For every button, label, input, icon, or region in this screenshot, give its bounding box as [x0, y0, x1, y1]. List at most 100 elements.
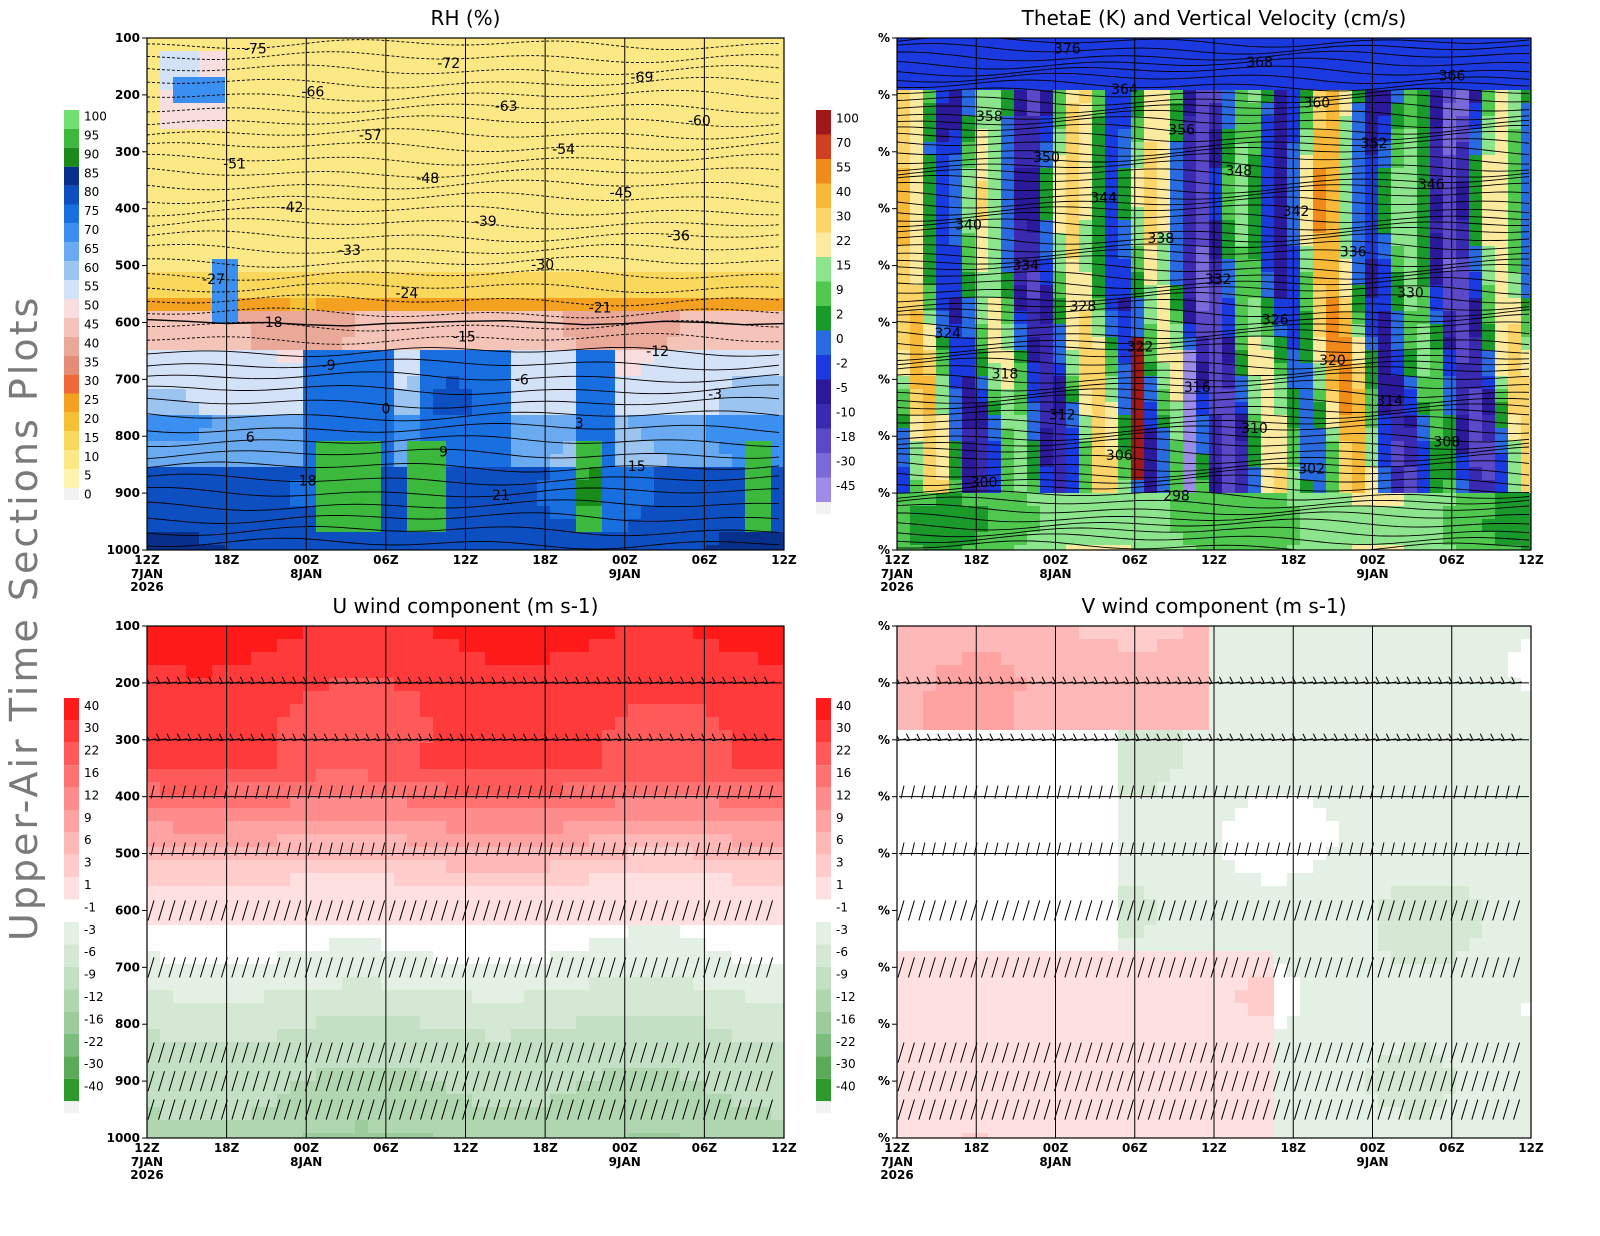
heatmap-cell	[238, 652, 252, 666]
heatmap-cell	[1339, 233, 1353, 247]
heatmap-cell	[1469, 181, 1483, 195]
heatmap-cell	[1313, 116, 1327, 130]
heatmap-cell	[563, 168, 577, 182]
heatmap-cell	[962, 428, 976, 442]
heatmap-cell	[654, 129, 668, 143]
heatmap-cell	[368, 743, 382, 757]
heatmap-cell	[1521, 415, 1531, 429]
heatmap-cell	[1235, 376, 1249, 390]
heatmap-cell	[1209, 64, 1223, 78]
heatmap-cell	[329, 717, 343, 731]
heatmap-cell	[524, 363, 538, 377]
heatmap-cell	[186, 337, 200, 351]
heatmap-cell	[1001, 480, 1015, 494]
heatmap-cell	[1105, 532, 1119, 546]
heatmap-cell	[771, 704, 784, 718]
heatmap-cell	[290, 691, 304, 705]
heatmap-cell	[563, 116, 577, 130]
heatmap-cell	[758, 259, 772, 273]
heatmap-cell	[1508, 129, 1522, 143]
heatmap-cell	[277, 233, 291, 247]
heatmap-cell	[1495, 337, 1509, 351]
heatmap-cell	[290, 51, 304, 65]
heatmap-cell	[1144, 363, 1158, 377]
heatmap-cell	[1027, 298, 1041, 312]
heatmap-cell	[1521, 181, 1531, 195]
heatmap-cell	[511, 402, 525, 416]
heatmap-cell	[355, 142, 369, 156]
heatmap-cell	[212, 402, 226, 416]
heatmap-cell	[628, 519, 642, 533]
heatmap-cell	[1508, 77, 1522, 91]
heatmap-cell	[1417, 428, 1431, 442]
heatmap-cell	[407, 756, 421, 770]
heatmap-cell	[680, 90, 694, 104]
heatmap-cell	[693, 116, 707, 130]
heatmap-cell	[550, 116, 564, 130]
heatmap-cell	[949, 285, 963, 299]
heatmap-cell	[498, 795, 512, 809]
heatmap-cell	[719, 506, 733, 520]
heatmap-cell	[667, 493, 681, 507]
heatmap-cell	[758, 285, 772, 299]
heatmap-cell	[654, 519, 668, 533]
heatmap-cell	[949, 350, 963, 364]
heatmap-cell	[264, 402, 278, 416]
heatmap-cell	[641, 64, 655, 78]
heatmap-cell	[897, 90, 911, 104]
heatmap-cell	[1339, 116, 1353, 130]
heatmap-cell	[1066, 389, 1080, 403]
heatmap-cell	[303, 285, 317, 299]
heatmap-cell	[446, 717, 460, 731]
heatmap-cell	[537, 220, 551, 234]
heatmap-cell	[394, 220, 408, 234]
heatmap-cell	[1157, 311, 1171, 325]
heatmap-cell	[316, 415, 330, 429]
heatmap-cell	[1183, 493, 1197, 507]
heatmap-cell	[238, 129, 252, 143]
heatmap-cell	[1170, 376, 1184, 390]
heatmap-cell	[1053, 51, 1067, 65]
heatmap-cell	[962, 194, 976, 208]
heatmap-cell	[1222, 51, 1236, 65]
heatmap-cell	[962, 181, 976, 195]
heatmap-cell	[1287, 519, 1301, 533]
heatmap-cell	[1196, 480, 1210, 494]
heatmap-cell	[498, 142, 512, 156]
legend-label: 75	[84, 204, 99, 218]
heatmap-cell	[693, 493, 707, 507]
heatmap-cell	[394, 652, 408, 666]
heatmap-cell	[949, 363, 963, 377]
heatmap-cell	[563, 506, 577, 520]
heatmap-cell	[381, 795, 395, 809]
heatmap-cell	[329, 285, 343, 299]
heatmap-cell	[641, 665, 655, 679]
heatmap-cell	[706, 756, 720, 770]
heatmap-cell	[936, 428, 950, 442]
heatmap-cell	[1040, 90, 1054, 104]
heatmap-cell	[897, 129, 911, 143]
heatmap-cell	[251, 142, 265, 156]
heatmap-cell	[238, 665, 252, 679]
heatmap-cell	[1066, 90, 1080, 104]
heatmap-cell	[758, 116, 772, 130]
heatmap-cell	[1222, 441, 1236, 455]
heatmap-cell	[923, 428, 937, 442]
heatmap-cell	[1391, 545, 1405, 550]
heatmap-cell	[1326, 116, 1340, 130]
heatmap-cell	[1404, 129, 1418, 143]
heatmap-cell	[212, 691, 226, 705]
heatmap-cell	[1222, 246, 1236, 260]
heatmap-cell	[264, 350, 278, 364]
legend-swatch-empty	[816, 502, 831, 514]
heatmap-cell	[407, 376, 421, 390]
heatmap-cell	[576, 181, 590, 195]
heatmap-cell	[472, 639, 486, 653]
heatmap-cell	[1443, 376, 1457, 390]
heatmap-cell	[563, 51, 577, 65]
heatmap-cell	[524, 181, 538, 195]
heatmap-cell	[238, 795, 252, 809]
heatmap-cell	[576, 220, 590, 234]
heatmap-cell	[1326, 181, 1340, 195]
heatmap-cell	[910, 207, 924, 221]
